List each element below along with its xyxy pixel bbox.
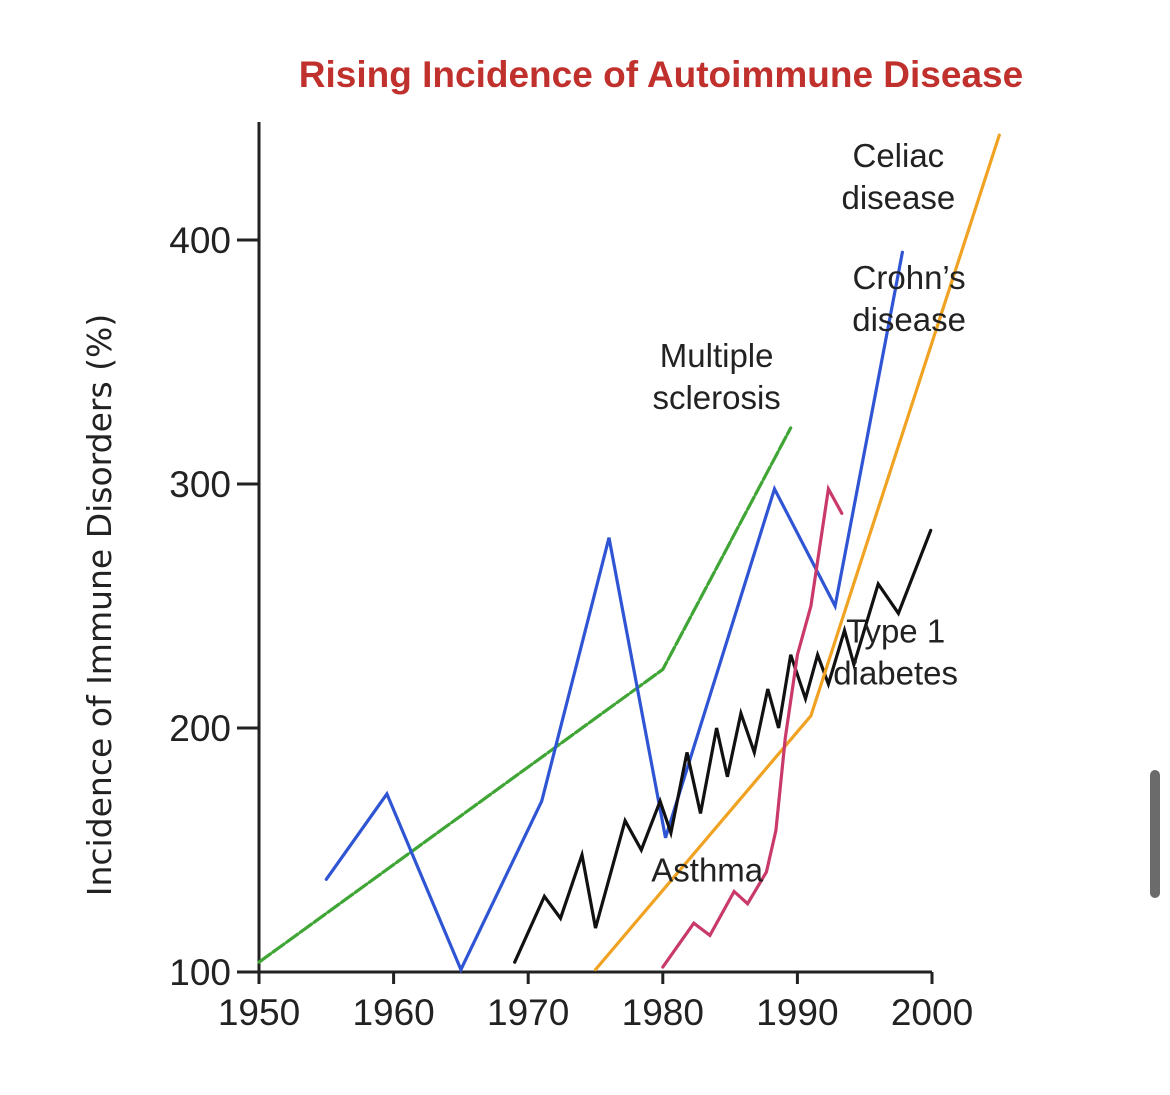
x-tick-label-1960: 1960 [352, 992, 434, 1033]
crohns-disease-label: disease [852, 301, 966, 338]
y-axis-label: Incidence of Immune Disorders (%) [80, 314, 119, 897]
celiac-disease-label: disease [841, 179, 955, 216]
asthma-line [661, 483, 844, 969]
multiple-sclerosis-label: sclerosis [652, 379, 780, 416]
x-tick-label-1980: 1980 [622, 992, 704, 1033]
multiple-sclerosis-line [257, 426, 793, 964]
y-ticks: 100 200 300 400 [169, 220, 259, 993]
series-labels: Multiple sclerosis Crohn’s disease Type 1 dia… [651, 137, 966, 889]
y-tick-label-200: 200 [169, 708, 231, 749]
celiac-disease-label: Celiac [852, 137, 944, 174]
type-1-diabetes-label: diabetes [833, 655, 958, 692]
scrollbar[interactable] [1150, 770, 1160, 898]
crohns-disease-label: Crohn’s [853, 259, 966, 296]
celiac-disease-line [593, 133, 1001, 972]
x-tick-label-1990: 1990 [756, 992, 838, 1033]
type-1-diabetes-label: Type 1 [846, 613, 945, 650]
y-tick-label-300: 300 [169, 464, 231, 505]
chart-title: Rising Incidence of Autoimmune Disease [299, 54, 1023, 95]
y-tick-label-400: 400 [169, 220, 231, 261]
multiple-sclerosis-label: Multiple [660, 337, 774, 374]
x-tick-label-2000: 2000 [891, 992, 973, 1033]
crohns-disease-line [324, 250, 905, 974]
asthma-label: Asthma [651, 852, 764, 889]
x-tick-label-1950: 1950 [218, 992, 300, 1033]
y-tick-label-100: 100 [169, 952, 231, 993]
series-lines [257, 133, 1001, 974]
x-tick-label-1970: 1970 [487, 992, 569, 1033]
type-1-diabetes-line [513, 528, 933, 964]
x-ticks: 1950 1960 1970 1980 1990 2000 [218, 972, 973, 1033]
axes: 100 200 300 400 1950 1960 1970 1980 1990 2000 [169, 122, 973, 1033]
